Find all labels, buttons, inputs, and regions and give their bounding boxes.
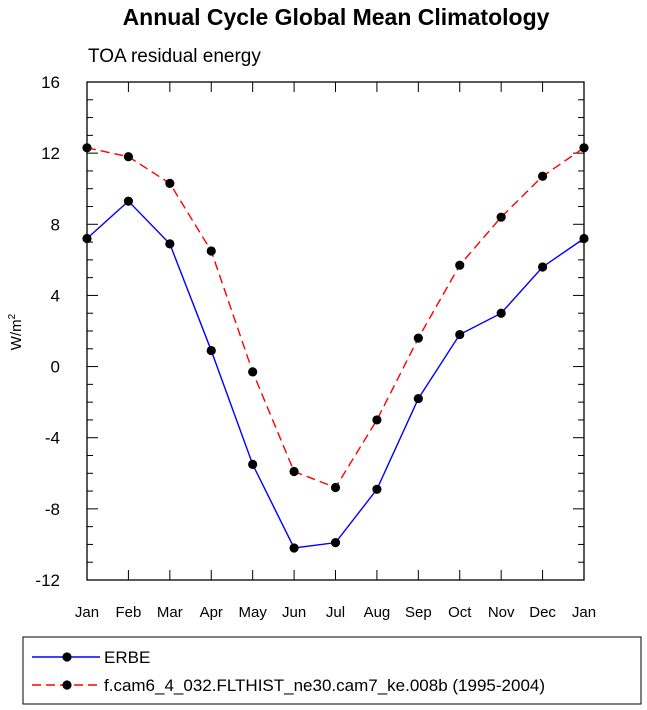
series-1-point <box>123 196 134 206</box>
legend-label-1: ERBE <box>104 648 150 667</box>
x-tick-label: Jan <box>75 604 99 621</box>
series-2-point <box>82 143 92 153</box>
y-tick-label: 16 <box>41 73 60 92</box>
series-2-point <box>206 246 216 256</box>
legend-box <box>22 636 642 705</box>
chart-title: Annual Cycle Global Mean Climatology <box>123 4 550 30</box>
series-2-point <box>123 152 134 162</box>
series-2-point <box>496 212 506 222</box>
axis-ticks <box>86 81 585 581</box>
series-1-point <box>289 543 299 553</box>
series-1-point <box>372 484 382 494</box>
x-tick-label: Jun <box>282 604 306 621</box>
y-tick-label: -8 <box>45 500 60 519</box>
series-line-2 <box>86 147 585 489</box>
series-1-point <box>579 233 589 244</box>
y-tick-label: 0 <box>51 358 60 377</box>
x-tick-label: Aug <box>364 604 391 621</box>
x-tick-label: Jul <box>326 604 345 621</box>
legend-marker-1 <box>62 652 72 662</box>
series-2-point <box>248 367 258 377</box>
x-tick-label: May <box>238 604 267 621</box>
legend-marker-2 <box>62 680 72 690</box>
series-2-point <box>165 178 175 188</box>
series-1-point <box>165 239 175 249</box>
x-tick-label: Apr <box>200 604 223 621</box>
series-2-point <box>289 466 299 477</box>
series-1-point <box>455 329 465 340</box>
series-1-point <box>248 459 258 469</box>
y-tick-label: 4 <box>51 286 60 305</box>
series-1-point <box>82 233 92 244</box>
series-layer <box>82 143 589 553</box>
series-1-point <box>330 538 341 548</box>
y-axis-label: W/m2 <box>7 313 25 350</box>
y-tick-label: 8 <box>51 215 60 234</box>
series-2-point <box>537 171 548 181</box>
series-2-point <box>372 415 382 425</box>
series-2-point <box>413 333 423 343</box>
x-tick-label: Mar <box>157 604 183 621</box>
series-2-point <box>455 260 465 270</box>
legend-label-2: f.cam6_4_032.FLTHIST_ne30.cam7_ke.008b (… <box>104 676 545 695</box>
series-line-1 <box>86 200 585 549</box>
series-1-point <box>537 262 548 272</box>
chart-subtitle: TOA residual energy <box>88 46 261 67</box>
series-2-point <box>330 482 341 493</box>
x-tick-label: Oct <box>448 604 472 621</box>
x-tick-label: Jan <box>572 604 596 621</box>
series-1-point <box>413 393 423 404</box>
legend: ERBE f.cam6_4_032.FLTHIST_ne30.cam7_ke.00… <box>32 648 545 695</box>
x-tick-labels: Jan Feb Mar Apr May Jun Jul Aug Sep Oct Nov Dec Jan <box>75 604 596 621</box>
x-tick-label: Sep <box>405 604 432 621</box>
series-2-point <box>579 143 589 153</box>
series-1-point <box>496 308 506 318</box>
x-tick-label: Nov <box>488 604 515 621</box>
series-1-point <box>206 345 216 356</box>
y-tick-label: 12 <box>41 144 60 163</box>
y-tick-label: -12 <box>35 571 60 590</box>
x-tick-label: Dec <box>529 604 556 621</box>
plot-frame <box>86 81 585 581</box>
y-tick-label: -4 <box>45 429 60 448</box>
y-tick-labels: -12 -8 -4 0 4 8 12 16 <box>35 73 60 590</box>
x-tick-label: Feb <box>115 604 141 621</box>
